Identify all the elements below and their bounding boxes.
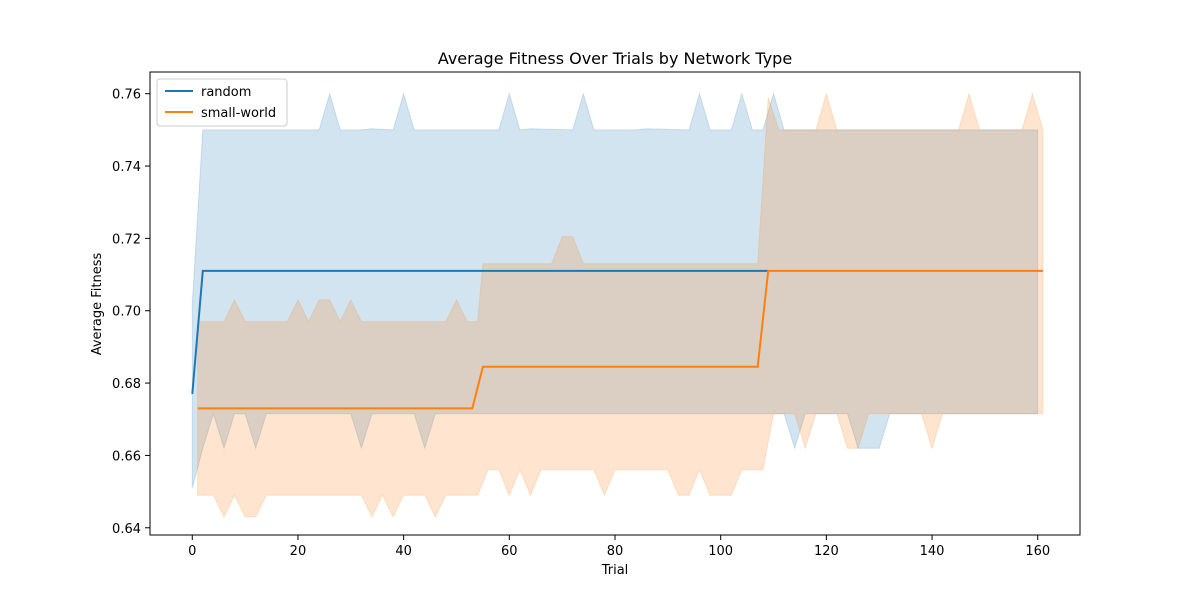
band-small-world bbox=[197, 91, 1044, 519]
legend: random small-world bbox=[156, 78, 288, 127]
x-tick-label: 120 bbox=[814, 544, 839, 559]
legend-label-random: random bbox=[201, 85, 251, 100]
x-tick-label: 80 bbox=[607, 544, 624, 559]
y-tick-label: 0.76 bbox=[112, 88, 141, 103]
y-tick-label: 0.72 bbox=[112, 232, 141, 247]
y-tick-label: 0.66 bbox=[112, 449, 141, 464]
y-tick-label: 0.64 bbox=[112, 522, 141, 537]
chart-title: Average Fitness Over Trials by Network T… bbox=[438, 49, 792, 68]
line-small-world bbox=[197, 269, 1043, 410]
plot-area bbox=[149, 71, 1081, 536]
confidence-bands bbox=[191, 91, 1044, 519]
series-lines bbox=[191, 269, 1043, 410]
y-tick-label: 0.68 bbox=[112, 377, 141, 392]
legend-label-small-world: small-world bbox=[201, 106, 276, 121]
line-random bbox=[191, 269, 769, 394]
x-axis-ticks: 0 20 40 60 80 100 120 140 160 bbox=[188, 535, 1050, 559]
y-tick-label: 0.70 bbox=[112, 305, 141, 320]
y-axis-ticks: 0.64 0.66 0.68 0.70 0.72 0.74 0.76 bbox=[112, 88, 150, 537]
y-tick-label: 0.74 bbox=[112, 160, 141, 175]
x-tick-label: 60 bbox=[501, 544, 518, 559]
x-tick-label: 20 bbox=[290, 544, 307, 559]
x-tick-label: 40 bbox=[395, 544, 412, 559]
x-axis-label: Trial bbox=[601, 563, 629, 578]
y-axis-label: Average Fitness bbox=[90, 253, 105, 356]
x-tick-label: 0 bbox=[188, 544, 196, 559]
x-tick-label: 100 bbox=[708, 544, 733, 559]
band-random bbox=[191, 91, 1039, 489]
x-tick-label: 160 bbox=[1025, 544, 1050, 559]
x-tick-label: 140 bbox=[920, 544, 945, 559]
